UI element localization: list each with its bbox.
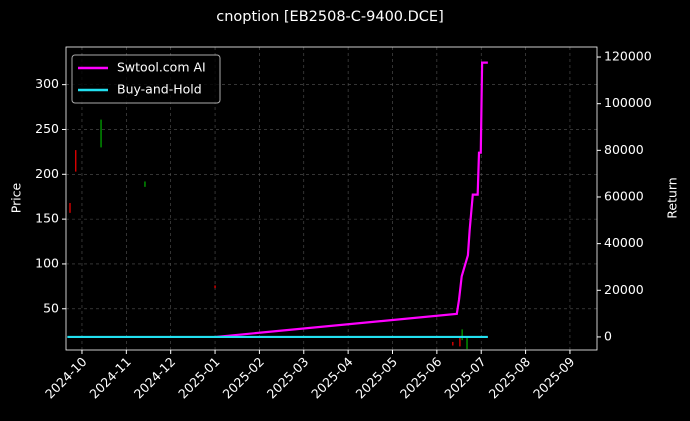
line: [215, 61, 488, 339]
y-tick-label: 50: [43, 300, 59, 315]
y2-tick-label: 0: [604, 328, 612, 343]
y2-tick-label: 20000: [604, 282, 644, 297]
candle-body: [459, 337, 461, 347]
candle-body: [461, 329, 463, 341]
y-axis-label: Price: [9, 182, 24, 213]
candle-body: [214, 285, 216, 289]
y-tick-label: 150: [35, 211, 59, 226]
legend-label: Swtool.com AI: [117, 60, 206, 75]
candle-body: [452, 341, 454, 346]
y2-tick-label: 100000: [604, 95, 652, 110]
y2-axis-label: Return: [665, 177, 680, 218]
candle-body: [75, 150, 77, 172]
y2-tick-label: 120000: [604, 49, 652, 64]
candle-body: [100, 119, 102, 148]
y-tick-label: 100: [35, 255, 59, 270]
plot-frame: [65, 46, 598, 351]
candle-body: [144, 181, 146, 187]
legend-label: Buy-and-Hold: [117, 82, 202, 97]
y-tick-label: 300: [35, 76, 59, 91]
candle-body: [69, 202, 71, 213]
y2-tick-label: 40000: [604, 235, 644, 250]
legend-box: [71, 54, 221, 104]
y-tick-label: 200: [35, 166, 59, 181]
chart-title: cnoption [EB2508-C-9400.DCE]: [216, 9, 444, 25]
y2-tick-label: 80000: [604, 142, 644, 157]
y-tick-label: 250: [35, 121, 59, 136]
y2-tick-label: 60000: [604, 188, 644, 203]
candle-body: [466, 337, 468, 350]
